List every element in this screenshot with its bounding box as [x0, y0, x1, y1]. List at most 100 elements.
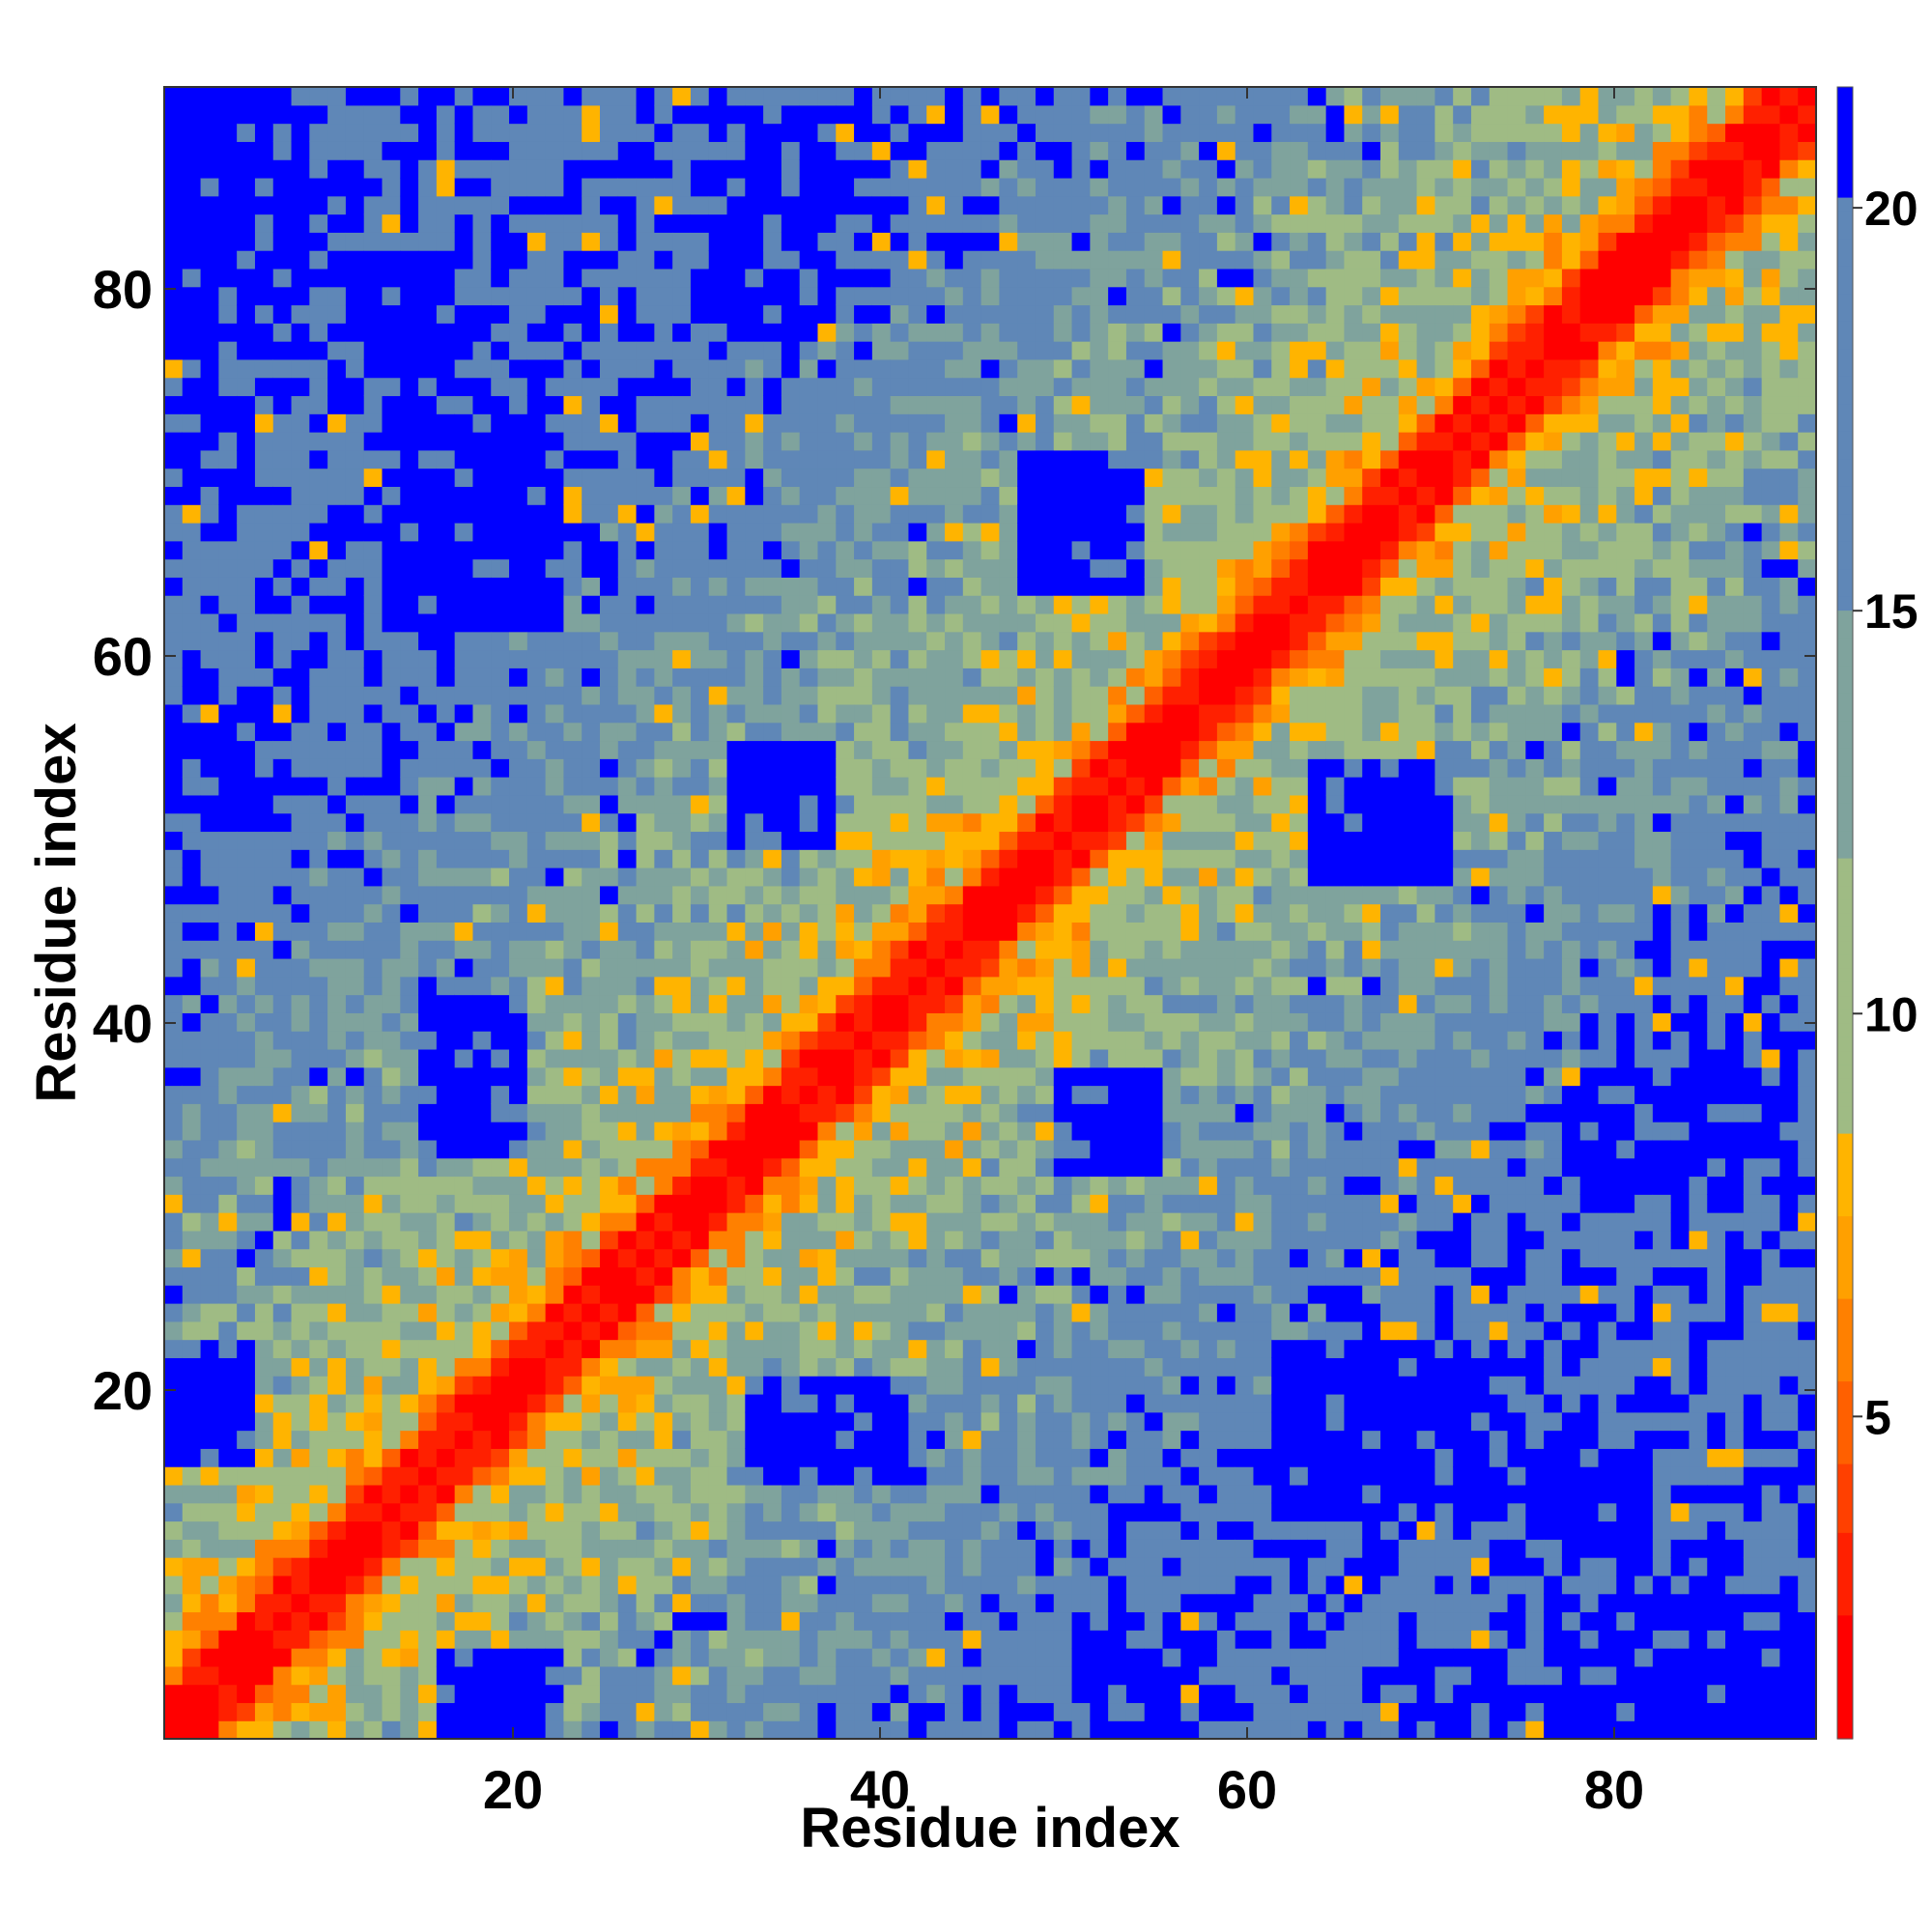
heatmap-cell [1125, 87, 1146, 106]
heatmap-cell [599, 903, 619, 923]
heatmap-cell [636, 1448, 655, 1467]
heatmap-cell [781, 1411, 801, 1432]
heatmap-cell [999, 395, 1018, 414]
heatmap-cell [745, 1648, 764, 1667]
heatmap-cell [654, 141, 673, 160]
heatmap-cell [400, 1139, 419, 1159]
heatmap-cell [1090, 341, 1109, 360]
heatmap-cell [817, 1448, 837, 1467]
heatmap-cell [690, 1411, 710, 1432]
heatmap-cell [836, 1702, 855, 1721]
heatmap-cell [1035, 686, 1055, 705]
heatmap-cell [472, 1357, 492, 1377]
heatmap-cell [363, 1139, 384, 1159]
heatmap-cell [254, 976, 274, 996]
heatmap-cell [345, 867, 365, 887]
heatmap-cell [690, 1266, 710, 1286]
heatmap-cell [363, 994, 384, 1013]
heatmap-cell [1108, 1720, 1127, 1740]
heatmap-cell [763, 1502, 782, 1522]
heatmap-cell [1090, 631, 1109, 651]
heatmap-cell [1090, 1466, 1109, 1486]
heatmap-cell [526, 123, 547, 142]
heatmap-cell [726, 268, 746, 288]
heatmap-cell [1108, 794, 1127, 814]
heatmap-cell [890, 1266, 910, 1286]
heatmap-cell [400, 540, 419, 560]
heatmap-cell [726, 1720, 746, 1740]
heatmap-cell [291, 595, 310, 614]
heatmap-cell [890, 250, 910, 270]
heatmap-cell [272, 1248, 293, 1268]
heatmap-cell [254, 758, 274, 778]
heatmap-cell [672, 395, 692, 414]
heatmap-cell [436, 1630, 456, 1649]
heatmap-cell [999, 777, 1018, 796]
heatmap-cell [472, 159, 492, 179]
heatmap-cell [1035, 740, 1055, 759]
heatmap-cell [472, 668, 492, 687]
heatmap-cell [890, 631, 910, 651]
heatmap-cell [599, 1194, 619, 1213]
heatmap-cell [690, 1012, 710, 1032]
heatmap-cell [871, 1139, 892, 1159]
heatmap-cell [472, 341, 492, 360]
heatmap-cell [599, 703, 619, 724]
heatmap-cell [164, 195, 184, 215]
heatmap-cell [582, 867, 601, 887]
heatmap-cell [799, 867, 819, 887]
heatmap-cell [582, 1157, 601, 1178]
heatmap-cell [599, 831, 619, 850]
heatmap-cell [327, 304, 347, 324]
heatmap-cell [980, 1012, 1000, 1032]
heatmap-cell [999, 286, 1018, 306]
heatmap-cell [908, 1303, 927, 1322]
heatmap-cell [363, 1285, 384, 1304]
heatmap-cell [237, 957, 256, 978]
heatmap-cell [781, 1321, 801, 1341]
heatmap-cell [763, 141, 782, 160]
heatmap-cell [509, 432, 528, 451]
heatmap-cell [509, 631, 528, 651]
heatmap-cell [182, 1393, 202, 1413]
heatmap-cell [363, 1502, 384, 1522]
heatmap-cell [1144, 1630, 1164, 1649]
heatmap-cell [690, 159, 710, 179]
heatmap-cell [182, 1520, 202, 1540]
heatmap-cell [237, 1122, 256, 1141]
heatmap-cell [254, 1393, 274, 1413]
heatmap-cell [200, 595, 219, 614]
heatmap-cell [200, 1575, 219, 1595]
heatmap-cell [1071, 123, 1091, 142]
heatmap-cell [672, 449, 692, 469]
heatmap-cell [200, 849, 219, 868]
heatmap-cell [708, 213, 728, 233]
heatmap-cell [545, 957, 565, 978]
heatmap-cell [382, 1611, 401, 1631]
heatmap-cell [836, 213, 855, 233]
heatmap-cell [1108, 1539, 1127, 1558]
heatmap-cell [164, 1502, 184, 1522]
heatmap-cell [836, 87, 855, 106]
heatmap-cell [908, 1484, 927, 1504]
heatmap-cell [164, 922, 184, 941]
heatmap-cell [327, 1248, 347, 1268]
heatmap-cell [454, 323, 474, 342]
heatmap-cell [799, 341, 819, 360]
heatmap-cell [436, 831, 456, 850]
heatmap-cell [1035, 1031, 1055, 1050]
heatmap-cell [526, 486, 547, 505]
heatmap-cell [472, 522, 492, 542]
heatmap-cell [309, 341, 328, 360]
heatmap-cell [962, 1085, 982, 1104]
heatmap-cell [200, 1012, 219, 1032]
heatmap-cell [817, 1648, 837, 1667]
heatmap-cell [636, 123, 655, 142]
heatmap-cell [836, 1212, 855, 1232]
heatmap-cell [472, 577, 492, 596]
heatmap-cell [1108, 159, 1127, 179]
heatmap-cell [1035, 486, 1055, 505]
heatmap-cell [799, 1557, 819, 1577]
heatmap-cell [708, 286, 728, 306]
heatmap-cell [1125, 1702, 1146, 1721]
